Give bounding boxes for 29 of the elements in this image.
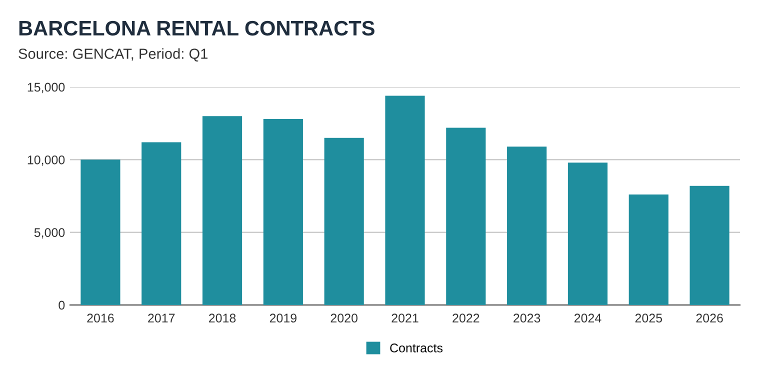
legend-label: Contracts: [390, 344, 443, 352]
x-tick-label: 2016: [87, 314, 114, 323]
bar: [446, 128, 486, 305]
bar: [202, 116, 242, 305]
bar: [142, 142, 182, 305]
x-tick-label: 2020: [330, 314, 358, 323]
x-tick-label: 2017: [148, 314, 175, 323]
bar: [385, 96, 425, 305]
y-tick-label: 15,000: [28, 82, 65, 94]
bar: [628, 194, 668, 305]
bar: [80, 160, 120, 305]
x-tick-label: 2023: [514, 314, 540, 323]
x-tick-label: 2021: [392, 314, 418, 323]
x-tick-label: 2018: [209, 314, 236, 323]
x-tick-label: 2026: [696, 314, 723, 323]
x-tick-label: 2025: [635, 314, 662, 323]
chart-subtitle: Source: GENCAT, Period: Q1: [18, 48, 208, 62]
bar: [324, 138, 364, 305]
bar: [507, 146, 547, 305]
bar: [568, 162, 608, 305]
y-tick-label: 10,000: [28, 155, 65, 166]
x-tick-label: 2022: [452, 314, 480, 323]
y-tick-label: 0: [58, 300, 65, 310]
bar: [263, 118, 303, 305]
chart-title: BARCELONA RENTAL CONTRACTS: [19, 20, 374, 36]
y-tick-label: 5,000: [34, 228, 65, 238]
x-tick-label: 2024: [574, 314, 602, 323]
bar: [690, 186, 730, 305]
x-tick-label: 2019: [270, 314, 296, 323]
